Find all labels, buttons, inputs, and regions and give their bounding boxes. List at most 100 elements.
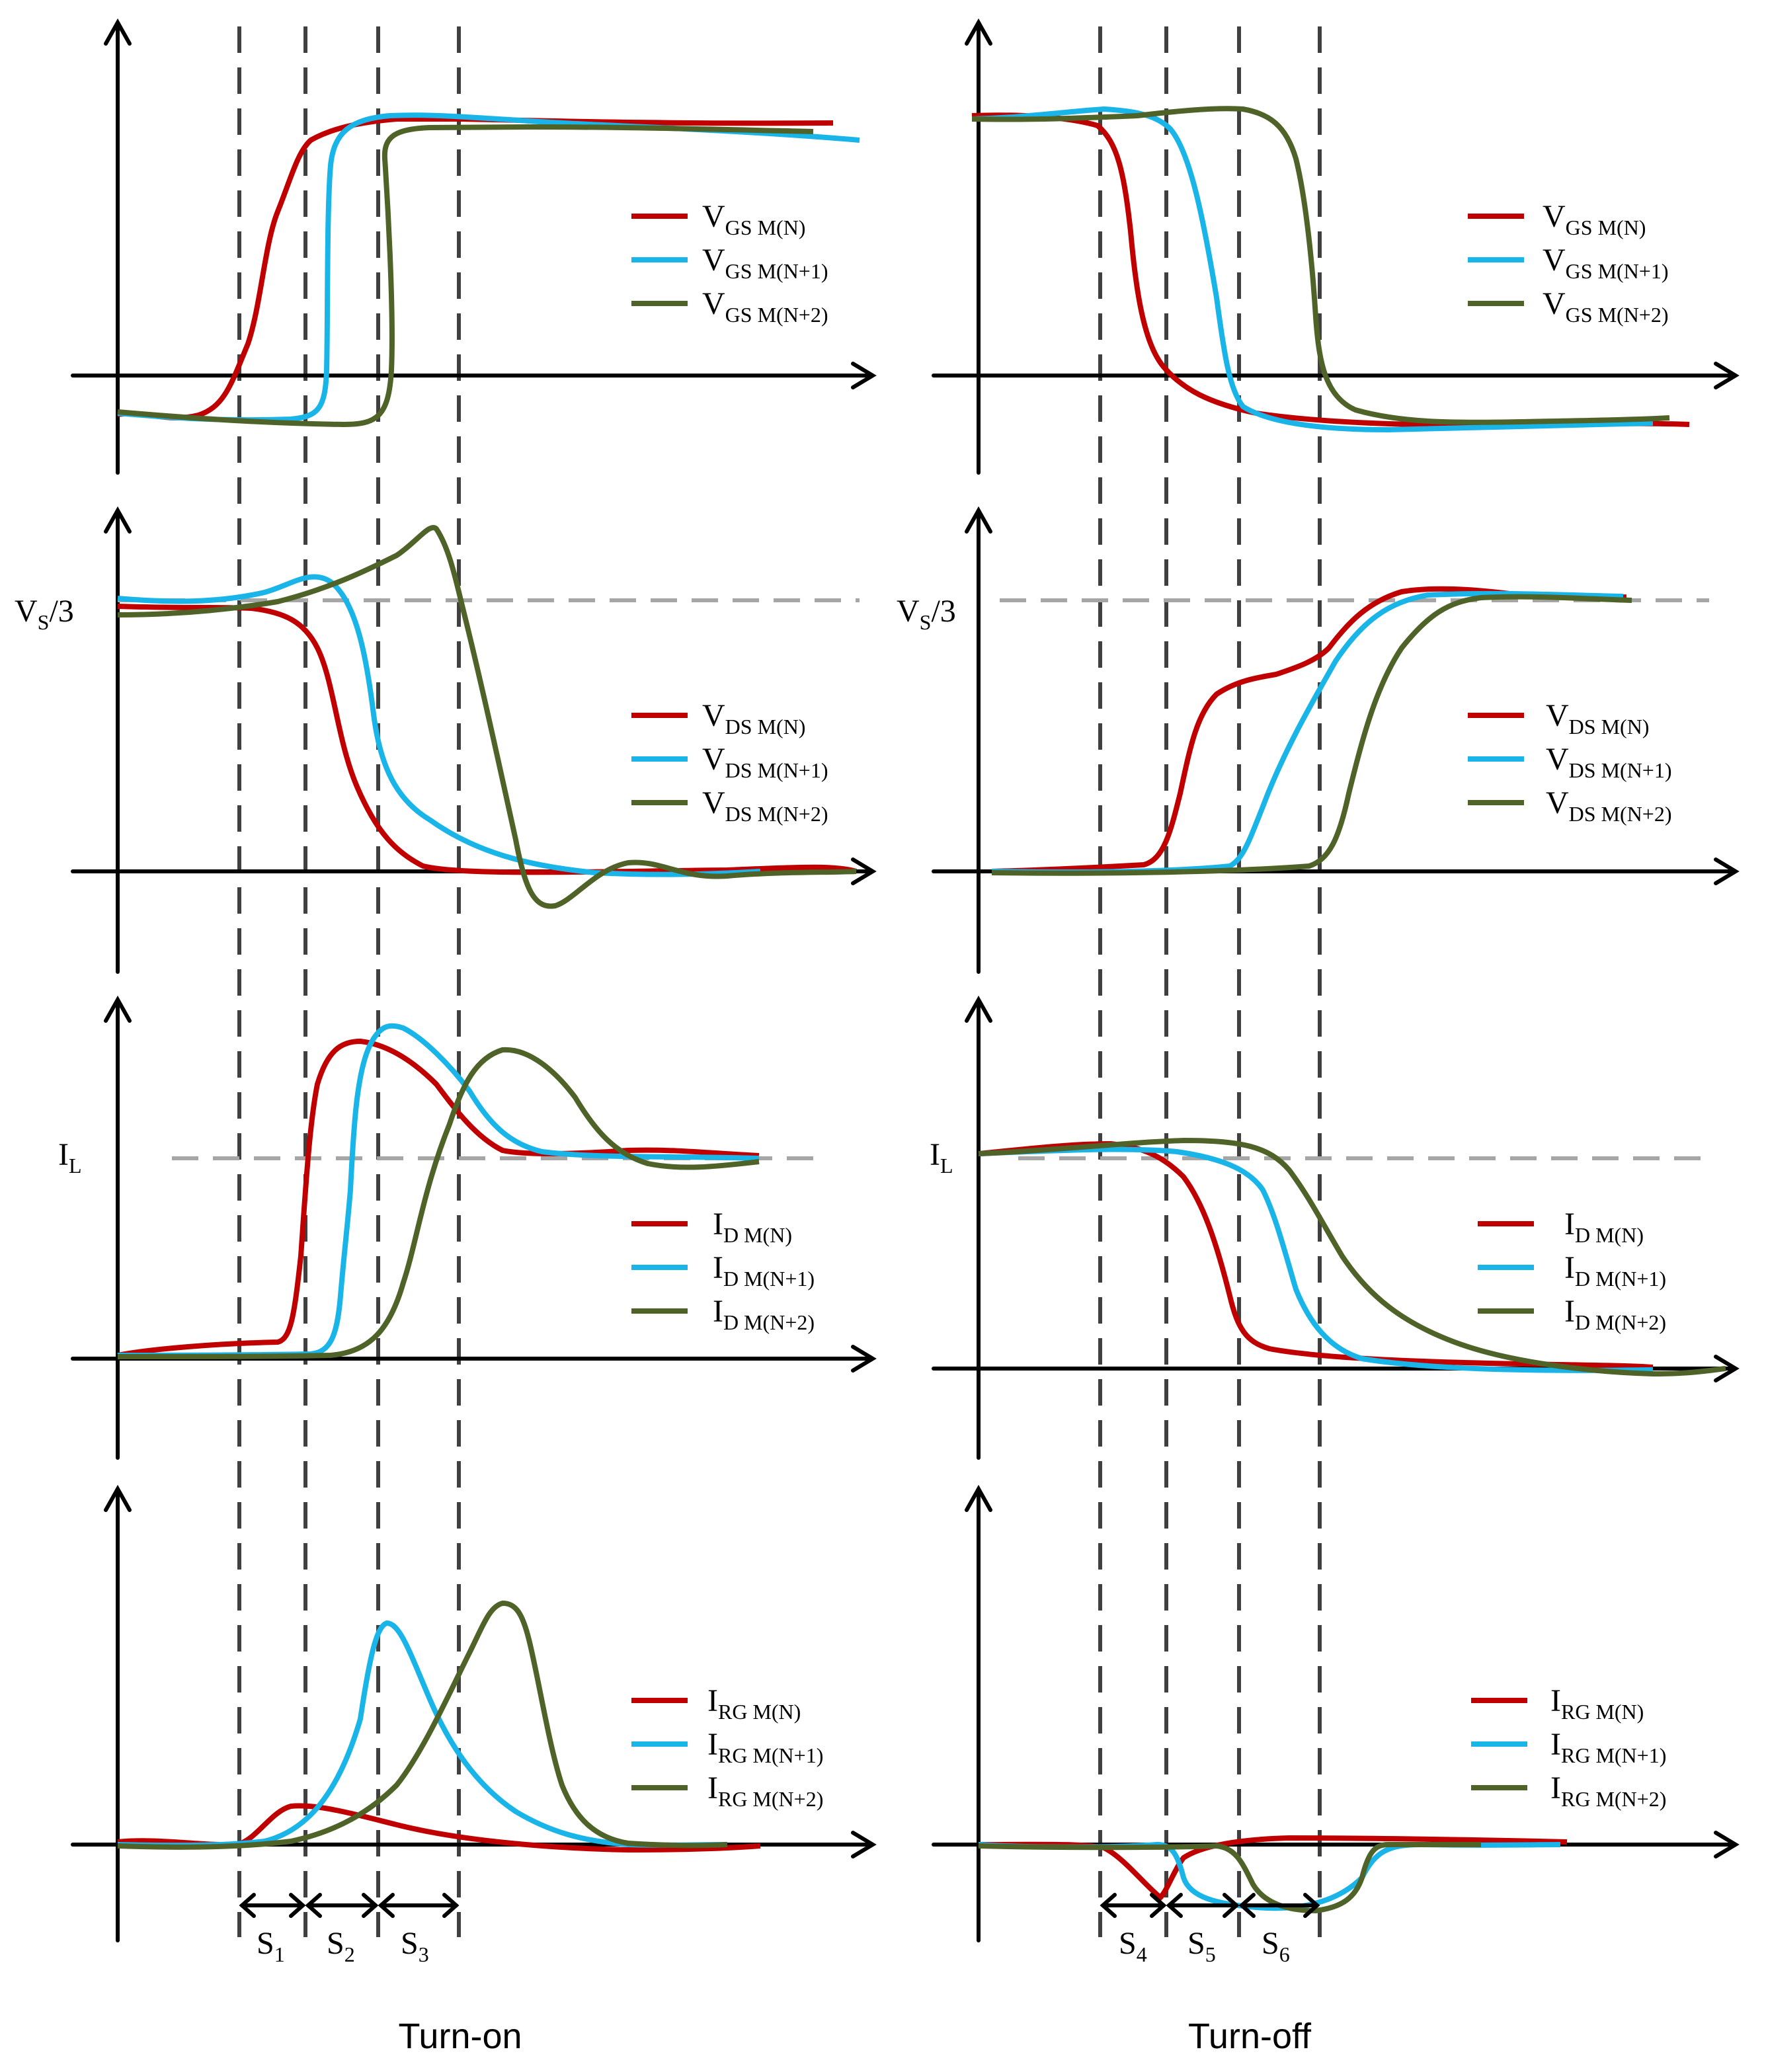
legend-subscript: RG M(N+1) xyxy=(718,1743,823,1767)
legend-subscript: DS M(N+2) xyxy=(1569,802,1672,826)
legend-symbol: V xyxy=(702,742,725,777)
vds-m-n2-trace xyxy=(117,525,857,909)
vds-off-m-n-trace xyxy=(991,586,1627,874)
legend-subscript: GS M(N) xyxy=(1566,216,1646,239)
legend-subscript: D M(N+2) xyxy=(1575,1310,1666,1334)
svg-text:IRG M(N): IRG M(N) xyxy=(1550,1683,1644,1724)
legend-subscript: GS M(N+2) xyxy=(725,303,828,327)
legend-symbol: I xyxy=(1550,1771,1561,1806)
legend-symbol: V xyxy=(702,785,725,820)
vds-turn-on-legend: VDS M(N) VDS M(N+1) VDS M(N+2) xyxy=(631,698,828,826)
il-label: IL xyxy=(930,1137,953,1177)
svg-text:VGS M(N+1): VGS M(N+1) xyxy=(702,243,828,283)
irg-turn-off-panel: IRG M(N) IRG M(N+1) IRG M(N+2) xyxy=(932,1484,1740,1942)
il-label: IL xyxy=(58,1137,82,1177)
vds-turn-on-panel: VS/3 VDS M(N) VDS M(N+1) VDS M(N+2) xyxy=(15,506,877,974)
svg-text:VDS M(N+1): VDS M(N+1) xyxy=(702,742,828,782)
irg-turn-on-legend: IRG M(N) IRG M(N+1) IRG M(N+2) xyxy=(631,1683,823,1811)
legend-subscript: D M(N+1) xyxy=(723,1267,815,1291)
stage-label-s1: S1 xyxy=(257,1926,285,1966)
axes xyxy=(71,18,877,475)
svg-text:ID M(N+1): ID M(N+1) xyxy=(1564,1250,1666,1291)
legend-subscript: GS M(N+1) xyxy=(1566,259,1669,283)
legend-subscript: DS M(N+1) xyxy=(725,758,828,782)
irg-m-n2-trace xyxy=(117,1600,728,1850)
vgs-turn-on-legend: VGS M(N) VGS M(N+1) VGS M(N+2) xyxy=(631,199,828,327)
svg-text:VGS M(N): VGS M(N) xyxy=(1543,199,1646,239)
axes xyxy=(932,506,1740,974)
legend-symbol: V xyxy=(702,286,725,321)
irg-turn-on-panel: IRG M(N) IRG M(N+1) IRG M(N+2) xyxy=(71,1484,877,1942)
legend-subscript: DS M(N) xyxy=(1569,715,1650,738)
vgs-turn-on-panel: VGS M(N) VGS M(N+1) VGS M(N+2) xyxy=(71,18,877,475)
stage-label-s2: S2 xyxy=(327,1926,355,1966)
svg-text:VDS M(N): VDS M(N) xyxy=(1546,698,1649,738)
svg-text:IRG M(N): IRG M(N) xyxy=(707,1683,801,1724)
legend-subscript: RG M(N+2) xyxy=(1561,1787,1666,1811)
axes xyxy=(71,506,877,974)
legend-symbol: V xyxy=(1546,742,1569,777)
svg-text:ID M(N+2): ID M(N+2) xyxy=(713,1294,815,1334)
legend-subscript: GS M(N) xyxy=(725,216,806,239)
turn-off-column: VGS M(N) VGS M(N+1) VGS M(N+2) VS/3 xyxy=(897,18,1740,2056)
axes xyxy=(932,18,1740,475)
legend-symbol: I xyxy=(707,1771,718,1806)
legend-subscript: DS M(N+1) xyxy=(1569,758,1672,782)
svg-text:VDS M(N+2): VDS M(N+2) xyxy=(1546,785,1672,826)
legend-subscript: DS M(N) xyxy=(725,715,806,738)
turn-on-stage-arrows xyxy=(239,1893,460,1918)
legend-symbol: I xyxy=(1550,1727,1561,1762)
legend-subscript: RG M(N+1) xyxy=(1561,1743,1666,1767)
id-turn-off-panel: IL ID M(N) ID M(N+1) ID M(N+2) xyxy=(930,995,1740,1460)
legend-symbol: V xyxy=(702,698,725,733)
legend-subscript: D M(N+2) xyxy=(723,1310,815,1334)
id-off-m-n2-trace xyxy=(978,1137,1726,1377)
id-m-n1-trace xyxy=(117,1023,760,1358)
svg-text:ID M(N+2): ID M(N+2) xyxy=(1564,1294,1666,1334)
stage-label-s3: S3 xyxy=(401,1926,429,1966)
svg-text:VDS M(N+1): VDS M(N+1) xyxy=(1546,742,1672,782)
turn-off-stage-labels: S4 S5 S6 xyxy=(1119,1926,1290,1966)
svg-text:VGS M(N): VGS M(N) xyxy=(702,199,805,239)
legend-symbol: V xyxy=(1546,785,1569,820)
legend-symbol: V xyxy=(1546,698,1569,733)
legend-symbol: V xyxy=(1543,243,1566,278)
vs3-label: VS/3 xyxy=(897,594,956,634)
legend-symbol: V xyxy=(702,199,725,234)
turn-off-stage-arrows xyxy=(1100,1893,1320,1918)
irg-m-n1-trace xyxy=(117,1620,728,1849)
legend-symbol: I xyxy=(1564,1294,1575,1329)
legend-subscript: D M(N) xyxy=(723,1223,792,1247)
vds-m-n1-trace xyxy=(117,574,761,877)
legend-subscript: GS M(N+2) xyxy=(1566,303,1669,327)
vds-turn-off-panel: VS/3 VDS M(N) VDS M(N+1) VDS M(N+2) xyxy=(897,506,1740,974)
stage-label-s5: S5 xyxy=(1187,1926,1216,1966)
vgs-turn-off-legend: VGS M(N) VGS M(N+1) VGS M(N+2) xyxy=(1468,199,1669,327)
irg-off-m-n2-trace xyxy=(978,1841,1481,1914)
id-turn-on-panel: IL ID M(N) ID M(N+1) ID M(N+2) xyxy=(58,995,877,1460)
legend-subscript: RG M(N) xyxy=(1561,1700,1644,1724)
svg-text:IRG M(N+2): IRG M(N+2) xyxy=(1550,1771,1666,1811)
vgs-m-n2-trace xyxy=(117,124,814,428)
svg-text:VDS M(N+2): VDS M(N+2) xyxy=(702,785,828,826)
legend-symbol: I xyxy=(1564,1250,1575,1285)
id-off-m-n-trace xyxy=(978,1140,1654,1370)
vgs-m-n1-trace xyxy=(117,112,860,423)
turn-on-stage-boundaries xyxy=(237,26,461,1937)
vs3-label: VS/3 xyxy=(15,594,74,634)
turn-on-caption: Turn-on xyxy=(398,2016,522,2056)
turn-off-caption: Turn-off xyxy=(1188,2016,1312,2056)
turn-on-stage-labels: S1 S2 S3 xyxy=(257,1926,429,1966)
legend-symbol: I xyxy=(713,1250,723,1285)
svg-text:VDS M(N): VDS M(N) xyxy=(702,698,805,738)
legend-symbol: V xyxy=(1543,286,1566,321)
svg-text:IRG M(N+1): IRG M(N+1) xyxy=(707,1727,823,1767)
vds-off-m-n2-trace xyxy=(991,594,1632,876)
legend-symbol: I xyxy=(707,1683,718,1718)
irg-turn-off-legend: IRG M(N) IRG M(N+1) IRG M(N+2) xyxy=(1471,1683,1666,1811)
id-turn-off-legend: ID M(N) ID M(N+1) ID M(N+2) xyxy=(1478,1207,1666,1334)
turn-on-column: VGS M(N) VGS M(N+1) VGS M(N+2) VS/3 xyxy=(15,18,877,2056)
stage-label-s4: S4 xyxy=(1119,1926,1147,1966)
id-turn-on-legend: ID M(N) ID M(N+1) ID M(N+2) xyxy=(631,1207,815,1334)
legend-symbol: I xyxy=(1564,1207,1575,1242)
